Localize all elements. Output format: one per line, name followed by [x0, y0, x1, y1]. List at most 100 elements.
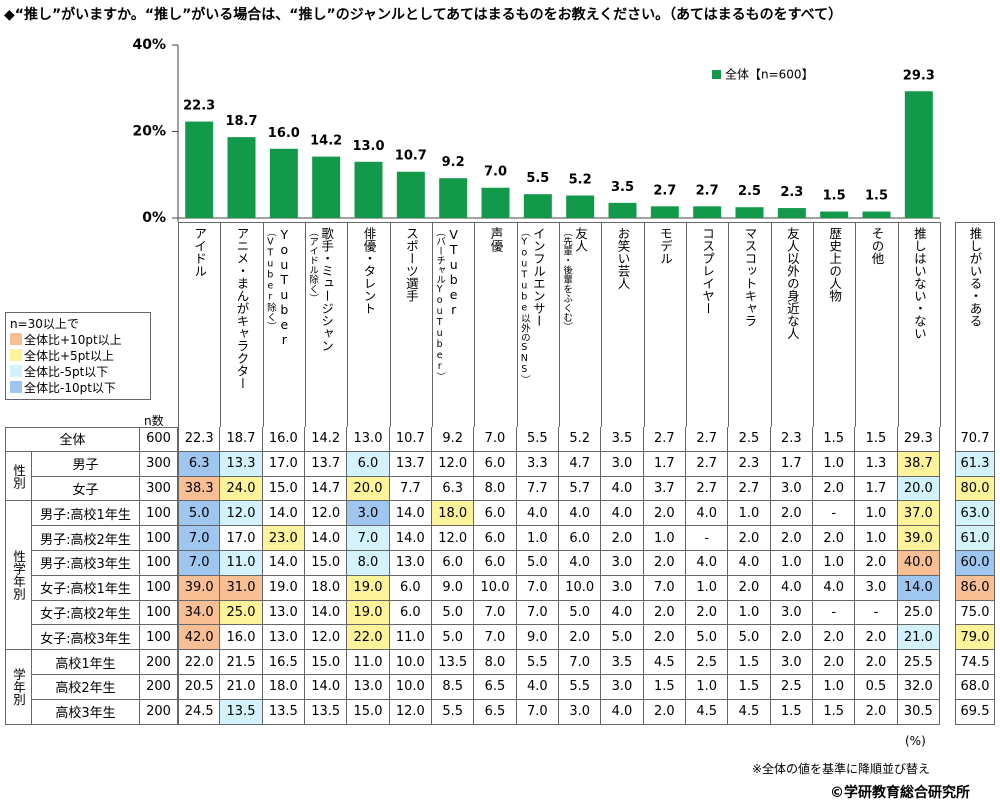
table-cell: 5.5 — [432, 699, 475, 725]
category-cell: 友人以外の身近な人 — [770, 222, 813, 427]
bar — [862, 211, 891, 218]
table-cell: 80.0 — [955, 476, 995, 502]
table-cell: 61.0 — [955, 526, 995, 551]
table-cell: 5.5 — [516, 427, 559, 452]
table-cell: 1.0 — [728, 501, 771, 527]
table-cell: 9.2 — [432, 427, 475, 452]
table-cell: - — [813, 501, 856, 527]
category-cell: VTuber （バーチャルYouTuber） — [432, 222, 475, 427]
group-label: 学年別 — [5, 650, 32, 725]
table-cell: 7.0 — [559, 650, 602, 675]
shading-swatch — [10, 365, 22, 377]
category-note: （VTuber除く） — [264, 227, 276, 331]
row-n: 100 — [140, 625, 178, 651]
table-cell: 1.5 — [855, 427, 898, 452]
table-cell: 16.5 — [262, 650, 305, 675]
row-label: 男子 — [32, 451, 140, 477]
category-cell: インフルエンサー （YouTube以外のSNS） — [516, 222, 559, 427]
table-cell: 42.0 — [178, 625, 221, 651]
table-cell: 3.0 — [770, 600, 813, 626]
table-cell: 2.5 — [686, 650, 729, 675]
row-label: 女子:高校1年生 — [32, 575, 140, 601]
row-label: 高校3年生 — [32, 699, 140, 725]
table-cell: 37.0 — [897, 501, 940, 527]
table-cell: 7.0 — [347, 526, 390, 551]
value-label: 2.5 — [738, 184, 761, 199]
table-cell: 40.0 — [897, 551, 940, 576]
table-cell: 23.0 — [262, 526, 305, 551]
table-cell: 16.0 — [262, 427, 305, 452]
row-label: 高校2年生 — [32, 675, 140, 700]
value-label: 9.2 — [442, 155, 465, 170]
table-cell: 2.0 — [643, 551, 686, 576]
table-cell: 2.0 — [813, 625, 856, 651]
table-cell: 6.0 — [474, 551, 517, 576]
table-cell: 2.0 — [813, 476, 856, 502]
row-label: 女子:高校3年生 — [32, 625, 140, 651]
bar — [354, 161, 383, 218]
bar — [650, 206, 679, 218]
category-name: 声優 — [488, 227, 504, 252]
category-label: インフルエンサー （YouTube以外のSNS） — [519, 227, 546, 427]
value-label: 5.5 — [526, 171, 549, 186]
row-label: 女子:高校2年生 — [32, 600, 140, 626]
table-cell: 3.0 — [347, 501, 390, 527]
shading-label: 全体比-5pt以下 — [24, 365, 109, 379]
table-cell: 6.0 — [347, 451, 390, 477]
table-cell: 3.0 — [770, 476, 813, 502]
table-cell: 1.0 — [686, 575, 729, 601]
title: ◆“推し”がいますか。“推し”がいる場合は、“推し”のジャンルとしてあてはまるも… — [4, 7, 843, 23]
y-tick-label: 0% — [142, 210, 166, 226]
table-cell: 70.7 — [955, 427, 995, 452]
table-cell: 3.0 — [855, 575, 898, 601]
row-label: 男子:高校1年生 — [32, 501, 140, 527]
table-cell: 3.0 — [601, 575, 644, 601]
bar — [820, 211, 849, 218]
table-cell: 10.0 — [559, 575, 602, 601]
table-cell: 1.5 — [770, 699, 813, 725]
shading-swatch — [10, 333, 22, 345]
table-cell: 3.0 — [601, 551, 644, 576]
category-label: アニメ・まんがキャラクター — [234, 227, 249, 427]
table-cell: 19.0 — [347, 575, 390, 601]
category-label: 推しはいない・ない — [912, 227, 927, 427]
bar — [439, 178, 468, 218]
table-cell: 4.5 — [643, 650, 686, 675]
table-cell: 7.0 — [178, 526, 221, 551]
row-n: 300 — [140, 451, 178, 477]
table-cell: 2.7 — [686, 451, 729, 477]
bar — [693, 206, 722, 218]
table-cell: 39.0 — [178, 575, 221, 601]
table-cell: 2.3 — [770, 427, 813, 452]
table-cell: 14.0 — [262, 551, 305, 576]
table-cell: 6.0 — [474, 526, 517, 551]
table-cell: 2.0 — [813, 526, 856, 551]
category-cell: アニメ・まんがキャラクター — [220, 222, 263, 427]
table-cell: 4.0 — [559, 501, 602, 527]
table-cell: 9.0 — [516, 625, 559, 651]
table-cell: 86.0 — [955, 575, 995, 601]
table-cell: 60.0 — [955, 551, 995, 576]
table-cell: - — [686, 526, 729, 551]
table-cell: 1.7 — [770, 451, 813, 477]
table-cell: 12.0 — [432, 451, 475, 477]
table-cell: 18.0 — [305, 575, 348, 601]
table-cell: 7.0 — [516, 699, 559, 725]
table-cell: 21.0 — [220, 675, 263, 700]
table-cell: 1.0 — [813, 451, 856, 477]
table-cell: 1.5 — [728, 650, 771, 675]
shading-legend-title: n=30以上で — [10, 317, 79, 331]
value-label: 1.5 — [823, 189, 846, 204]
bar — [566, 195, 595, 218]
category-label: 友人以外の身近な人 — [785, 227, 800, 427]
table-cell: 6.0 — [474, 451, 517, 477]
table-cell: 3.0 — [770, 650, 813, 675]
table-cell: 4.0 — [601, 476, 644, 502]
legend-label: 全体【n=600】 — [725, 67, 814, 82]
table-cell: 14.0 — [389, 501, 432, 527]
table-cell: 19.0 — [262, 575, 305, 601]
table-cell: 31.0 — [220, 575, 263, 601]
table-cell: 29.3 — [897, 427, 940, 452]
category-label: 俳優・タレント — [361, 227, 376, 427]
table-cell: 63.0 — [955, 501, 995, 527]
